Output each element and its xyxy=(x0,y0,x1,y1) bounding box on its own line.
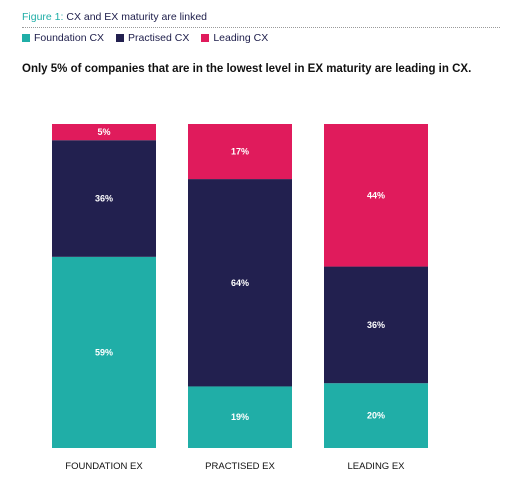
legend-item-foundation-cx: Foundation CX xyxy=(22,32,104,44)
data-label-practised-ex-foundation-cx: 19% xyxy=(231,412,249,422)
bar-practised-ex-practised-cx xyxy=(188,179,292,387)
figure-title-text: CX and EX maturity are linked xyxy=(66,11,208,23)
bar-foundation-ex-foundation-cx xyxy=(52,256,156,448)
data-label-practised-ex-leading-cx: 17% xyxy=(231,147,249,157)
bar-foundation-ex-practised-cx xyxy=(52,140,156,257)
data-label-leading-ex-leading-cx: 44% xyxy=(367,190,385,200)
category-label-leading-ex: LEADING EX xyxy=(347,461,405,472)
data-label-leading-ex-practised-cx: 36% xyxy=(367,320,385,330)
legend-label-leading-cx: Leading CX xyxy=(213,32,269,44)
legend-swatch-leading-cx xyxy=(201,34,210,42)
data-label-practised-ex-practised-cx: 64% xyxy=(231,278,249,288)
bar-practised-ex-leading-cx xyxy=(188,124,292,180)
chart-headline: Only 5% of companies that are in the low… xyxy=(22,63,472,75)
category-label-practised-ex: PRACTISED EX xyxy=(205,461,275,472)
data-label-foundation-ex-foundation-cx: 59% xyxy=(95,347,113,357)
legend-item-practised-cx: Practised CX xyxy=(116,32,189,44)
data-label-foundation-ex-practised-cx: 36% xyxy=(95,194,113,204)
data-label-leading-ex-foundation-cx: 20% xyxy=(367,411,385,421)
category-label-foundation-ex: FOUNDATION EX xyxy=(65,461,143,472)
bar-leading-ex-practised-cx xyxy=(324,266,428,384)
title-divider xyxy=(22,27,500,28)
legend-swatch-practised-cx xyxy=(116,34,125,42)
bar-leading-ex-leading-cx xyxy=(324,124,428,267)
figure-prefix: Figure 1: xyxy=(22,11,64,23)
figure-title: Figure 1: CX and EX maturity are linked xyxy=(22,11,207,23)
legend: Foundation CX Practised CX Leading CX xyxy=(22,32,268,44)
data-label-foundation-ex-leading-cx: 5% xyxy=(97,127,110,137)
bar-practised-ex-foundation-cx xyxy=(188,386,292,448)
bar-leading-ex-foundation-cx xyxy=(324,383,428,448)
legend-item-leading-cx: Leading CX xyxy=(201,32,268,44)
legend-label-foundation-cx: Foundation CX xyxy=(34,32,105,44)
legend-label-practised-cx: Practised CX xyxy=(128,32,190,44)
bar-foundation-ex-leading-cx xyxy=(52,124,156,141)
legend-swatch-foundation-cx xyxy=(22,34,30,42)
